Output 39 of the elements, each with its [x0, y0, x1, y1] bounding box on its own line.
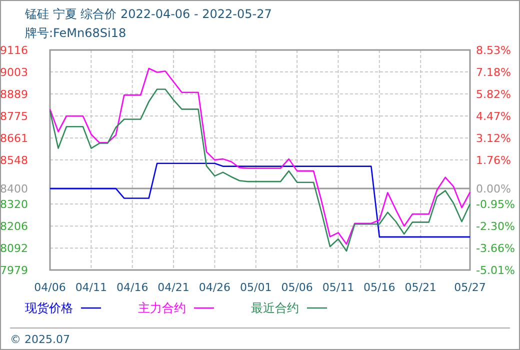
y-tick-label: 8092	[0, 242, 28, 256]
x-tick-label: 05/27	[454, 281, 486, 294]
x-tick-label: 05/16	[364, 281, 396, 294]
legend-label: 现货价格	[25, 301, 73, 315]
x-tick-label: 05/06	[281, 281, 313, 294]
y2-tick-label: 5.82%	[476, 88, 511, 102]
legend-label: 最近合约	[251, 301, 299, 315]
x-tick-label: 04/16	[116, 281, 148, 294]
y-tick-label: 8775	[0, 110, 28, 123]
y-tick-label: 7979	[0, 264, 28, 277]
text: © 2025.07	[10, 333, 70, 346]
x-tick-label: 04/06	[34, 281, 66, 294]
legend-label: 主力合约	[138, 301, 186, 315]
x-tick-label: 04/26	[198, 281, 231, 294]
y-tick-label: 8889	[0, 88, 28, 101]
y2-tick-label: 3.12%	[476, 132, 511, 145]
y-tick-label: 9116	[0, 44, 28, 57]
chart-title: 锰硅 宁夏 综合价 2022-04-06 - 2022-05-27	[24, 7, 272, 21]
y-tick-label: 8320	[0, 198, 28, 212]
y-tick-label: 8206	[0, 220, 28, 234]
y-tick-label: 9003	[0, 66, 28, 79]
y2-tick-label: 8.53%	[476, 44, 511, 57]
y2-tick-label: 7.18%	[476, 66, 511, 79]
x-tick-label: 05/11	[322, 281, 354, 294]
y-tick-label: 8661	[0, 132, 28, 146]
y-tick-label: 8400	[0, 182, 28, 196]
y2-tick-label: 1.76%	[476, 154, 511, 167]
x-tick-label: 04/21	[158, 281, 190, 294]
y2-tick-label: -3.66%	[476, 242, 515, 256]
y2-tick-label: 0.00%	[476, 182, 511, 196]
y2-tick-label: 4.47%	[476, 110, 511, 123]
y2-tick-label: -5.01%	[476, 264, 515, 277]
x-tick-label: 04/11	[75, 281, 108, 294]
x-tick-label: 05/01	[240, 281, 272, 294]
x-tick-label: 05/21	[404, 281, 436, 294]
y2-tick-label: -2.30%	[476, 220, 515, 233]
y2-tick-label: -0.95%	[476, 198, 515, 212]
y-tick-label: 8548	[0, 154, 28, 167]
chart-subtitle: 牌号:FeMn68Si18	[25, 26, 126, 40]
